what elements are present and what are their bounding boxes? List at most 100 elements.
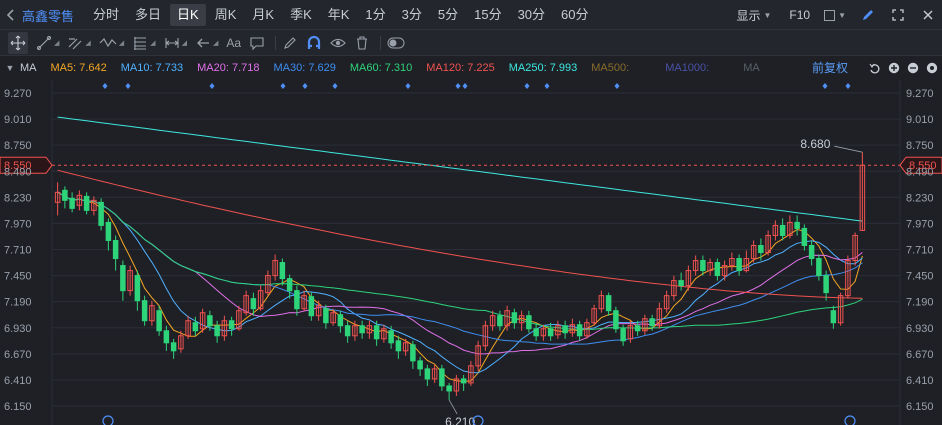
candle-body [98, 201, 104, 226]
chart-zoom-tools [864, 56, 940, 80]
y-tick-label-right: 7.970 [906, 218, 934, 230]
candle [178, 330, 184, 353]
display-dropdown[interactable]: 显示 ▼ [736, 7, 771, 24]
candle-body [112, 239, 119, 260]
tab-period-3min[interactable]: 3分 [401, 7, 422, 22]
bottom-event-marker [472, 415, 484, 425]
back-icon[interactable] [0, 0, 22, 30]
arrow-tool[interactable]: ◢ [195, 32, 218, 54]
close-icon[interactable] [920, 7, 936, 23]
candle-body [178, 335, 184, 350]
tab-period-daily[interactable]: 日K [170, 4, 206, 26]
ma-legend: ▼ MA MA5: 7.642 MA10: 7.733 MA20: 7.718 … [0, 56, 942, 80]
candle-body [852, 234, 858, 262]
candle [511, 308, 518, 329]
f10-button[interactable]: F10 [789, 8, 811, 22]
channel-tool[interactable]: ◢ [67, 32, 91, 54]
candle [453, 374, 460, 396]
candle [584, 318, 590, 339]
top-right-tools: 显示 ▼ F10 ▼ [722, 0, 942, 30]
candle-body [272, 260, 278, 277]
fib-tool[interactable]: ◢ [132, 32, 156, 54]
candle-body [656, 308, 663, 327]
candle [185, 315, 191, 339]
tab-period-intraday[interactable]: 分时 [93, 7, 120, 22]
text-tool[interactable]: Aa [226, 35, 242, 50]
candle [257, 285, 264, 311]
candle-body [250, 298, 257, 310]
tab-period-weekly[interactable]: 周K [214, 7, 237, 22]
ma-title[interactable]: MA [20, 62, 37, 74]
candle [598, 290, 605, 313]
comment-icon[interactable] [249, 32, 265, 54]
tab-period-multiday[interactable]: 多日 [135, 7, 162, 22]
style-dropdown[interactable]: ▼ [824, 9, 846, 21]
settings-icon[interactable] [924, 60, 940, 76]
tab-period-quarterly[interactable]: 季K [290, 7, 312, 22]
collapse-icon[interactable]: ▼ [5, 63, 15, 73]
candle-body [700, 260, 706, 272]
candle [83, 192, 90, 215]
candle [620, 324, 626, 346]
event-marker [524, 83, 530, 89]
eye-icon[interactable] [330, 32, 346, 54]
ma120-value: MA120: 7.225 [426, 62, 495, 74]
high-label: 8.680 [800, 137, 830, 151]
bottom-event-marker [102, 415, 114, 425]
y-tick-label-left: 8.750 [4, 140, 32, 152]
ma20-value: MA20: 7.718 [197, 62, 260, 74]
event-marker [822, 83, 828, 89]
candle [504, 305, 510, 331]
tag-shape [0, 156, 53, 174]
candle-body [576, 324, 583, 337]
candle [439, 364, 445, 391]
crosshair-move-icon[interactable] [8, 31, 28, 54]
undo-icon[interactable] [867, 60, 883, 76]
y-tick-label-left: 8.490 [4, 166, 32, 178]
candle-body [453, 378, 460, 392]
stock-name[interactable]: 高鑫零售 [22, 8, 75, 24]
tab-period-15min[interactable]: 15分 [474, 7, 502, 22]
trash-icon[interactable] [354, 32, 370, 54]
candle-body [526, 315, 532, 330]
candle [671, 275, 677, 301]
line-draw-icon [36, 35, 52, 50]
forward-adjust-button[interactable]: 前复权 [812, 61, 849, 75]
ma250-value: MA250: 7.993 [508, 62, 578, 74]
y-tick-label-right: 8.750 [906, 140, 934, 152]
zoom-out-icon[interactable] [905, 60, 921, 76]
tab-period-5min[interactable]: 5分 [437, 7, 459, 22]
tab-period-30min[interactable]: 30分 [517, 7, 546, 22]
range-tool[interactable]: ◢ [164, 32, 187, 54]
candle-body [221, 320, 228, 337]
ma10-line [57, 191, 863, 374]
candle-body [787, 221, 793, 236]
expand-icon[interactable] [890, 7, 906, 23]
candle [250, 292, 257, 316]
tab-period-yearly[interactable]: 年K [327, 7, 350, 22]
tab-period-1min[interactable]: 1分 [365, 7, 386, 22]
candle-body [214, 325, 220, 337]
candle-body [518, 315, 525, 324]
trend-line-tool[interactable]: ◢ [36, 32, 59, 54]
zoom-in-icon[interactable] [886, 60, 902, 76]
kline-chart-svg[interactable]: 8.550 8.550 8.680 6.210 9.270 9.270 9.010 9.01… [0, 80, 942, 425]
candle [801, 224, 808, 251]
candle-body [678, 280, 684, 287]
ma10-value: MA10: 7.733 [120, 62, 184, 74]
candle [678, 272, 684, 291]
magnet-icon[interactable] [306, 32, 322, 54]
tab-period-monthly[interactable]: 月K [252, 7, 275, 22]
tab-period-60min[interactable]: 60分 [561, 7, 589, 22]
pen-icon[interactable] [860, 7, 876, 23]
candle [729, 252, 735, 271]
candle-body [315, 305, 322, 317]
wave-tool[interactable]: ◢ [99, 32, 124, 54]
candle [112, 235, 119, 271]
candle-body [381, 328, 387, 340]
candle [518, 310, 525, 331]
kline-chart[interactable]: 8.550 8.550 8.680 6.210 9.270 9.270 9.010 9.01… [0, 80, 942, 425]
eraser-pen-icon[interactable] [282, 32, 298, 54]
candle [692, 255, 699, 276]
toggle-icon[interactable] [387, 32, 405, 54]
